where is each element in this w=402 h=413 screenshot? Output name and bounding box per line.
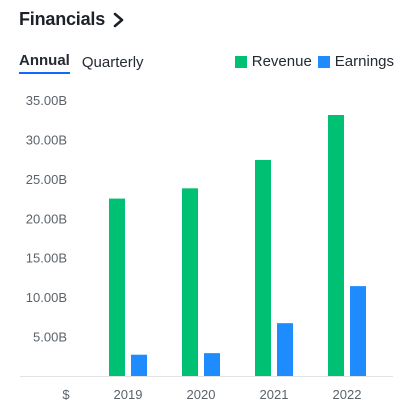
y-tick-label: 35.00B [26, 93, 67, 108]
y-unit-label: $ [62, 387, 70, 402]
x-tick-label: 2020 [187, 387, 216, 402]
revenue-bar-2020[interactable] [182, 188, 198, 376]
period-tabs: Annual Quarterly [19, 52, 144, 74]
y-tick-label: 20.00B [26, 211, 67, 226]
tab-quarterly[interactable]: Quarterly [81, 54, 144, 71]
earnings-bar-2020[interactable] [204, 353, 220, 376]
x-tick-label: 2022 [333, 387, 362, 402]
legend-revenue-swatch [234, 55, 247, 68]
x-tick-label: 2019 [114, 387, 143, 402]
earnings-bar-2019[interactable] [131, 354, 147, 376]
legend-revenue-label: Revenue [251, 53, 312, 70]
chevron-right-icon [113, 12, 124, 27]
y-tick-label: 25.00B [26, 172, 67, 187]
revenue-bar-2021[interactable] [255, 159, 271, 376]
legend-revenue[interactable]: Revenue [234, 53, 312, 70]
section-title: Financials [19, 9, 106, 29]
legend-earnings[interactable]: Earnings [317, 53, 394, 70]
financials-header[interactable]: Financials [19, 9, 126, 30]
chart-legend: Revenue Earnings [234, 53, 394, 70]
revenue-bar-2019[interactable] [109, 198, 125, 376]
legend-earnings-swatch [317, 55, 330, 68]
earnings-bar-2021[interactable] [277, 323, 293, 376]
y-tick-label: 10.00B [26, 290, 67, 305]
revenue-bar-2022[interactable] [328, 114, 344, 377]
y-tick-label: 30.00B [26, 132, 67, 147]
x-tick-label: 2021 [260, 387, 289, 402]
tab-annual[interactable]: Annual [19, 52, 70, 74]
legend-earnings-label: Earnings [334, 53, 394, 70]
y-tick-label: 15.00B [26, 251, 67, 266]
y-tick-label: 5.00B [33, 330, 67, 345]
earnings-bar-2022[interactable] [350, 286, 366, 376]
